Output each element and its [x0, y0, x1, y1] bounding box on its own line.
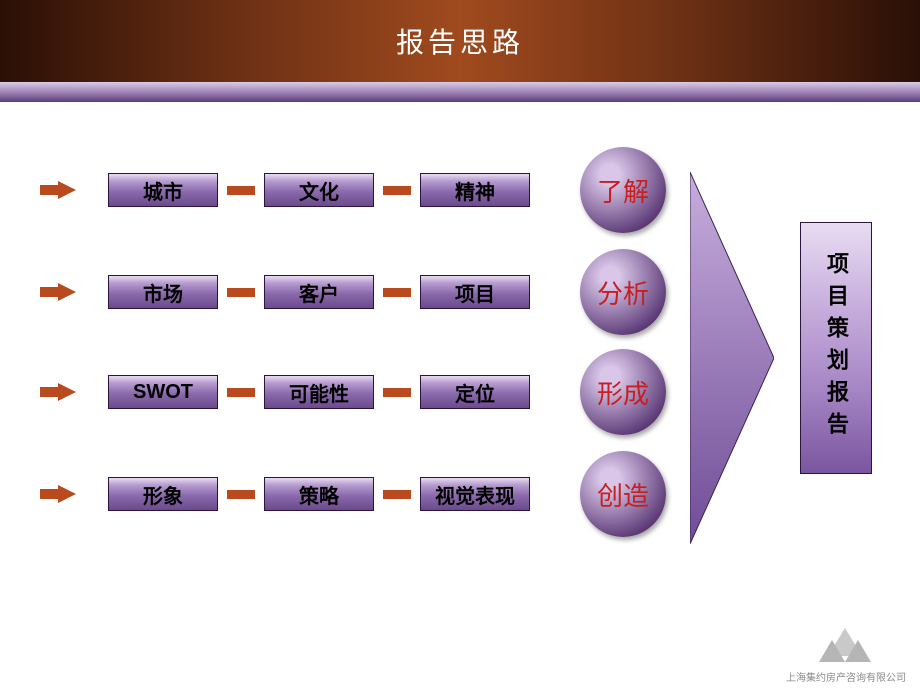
flow-node: SWOT: [108, 375, 218, 409]
page-title: 报告思路: [396, 21, 524, 61]
connector: [227, 490, 255, 499]
stage-circle: 创造: [580, 451, 666, 537]
flow-node: 形象: [108, 477, 218, 511]
flow-node: 定位: [420, 375, 530, 409]
company-name: 上海集约房产咨询有限公司: [786, 669, 906, 684]
flow-node: 精神: [420, 173, 530, 207]
result-text: 项目策划报告: [820, 252, 852, 444]
flow-node: 可能性: [264, 375, 374, 409]
stage-circle: 形成: [580, 349, 666, 435]
company-logo: [810, 626, 880, 668]
entry-arrow-tail: [40, 287, 58, 297]
entry-arrow-head: [58, 383, 76, 401]
entry-arrow-tail: [40, 185, 58, 195]
result-box: 项目策划报告: [800, 222, 872, 474]
connector: [227, 388, 255, 397]
title-bar: 报告思路: [0, 0, 920, 82]
accent-bar: [0, 82, 920, 102]
entry-arrow-head: [58, 283, 76, 301]
flow-node: 策略: [264, 477, 374, 511]
diagram-stage: 城市 文化 精神 了解市场 客户 项目 分析 SWOT 可能性 定位 形成形象 策略 视觉表现 创造 项目…: [0, 102, 920, 690]
flow-node: 城市: [108, 173, 218, 207]
connector: [227, 288, 255, 297]
stage-circle: 了解: [580, 147, 666, 233]
flow-node: 项目: [420, 275, 530, 309]
flow-node: 客户: [264, 275, 374, 309]
flow-node: 文化: [264, 173, 374, 207]
funnel-triangle: [690, 172, 774, 544]
connector: [227, 186, 255, 195]
entry-arrow-head: [58, 181, 76, 199]
entry-arrow-tail: [40, 387, 58, 397]
connector: [383, 490, 411, 499]
flow-node: 视觉表现: [420, 477, 530, 511]
connector: [383, 388, 411, 397]
entry-arrow-head: [58, 485, 76, 503]
entry-arrow-tail: [40, 489, 58, 499]
stage-circle: 分析: [580, 249, 666, 335]
connector: [383, 186, 411, 195]
flow-node: 市场: [108, 275, 218, 309]
connector: [383, 288, 411, 297]
